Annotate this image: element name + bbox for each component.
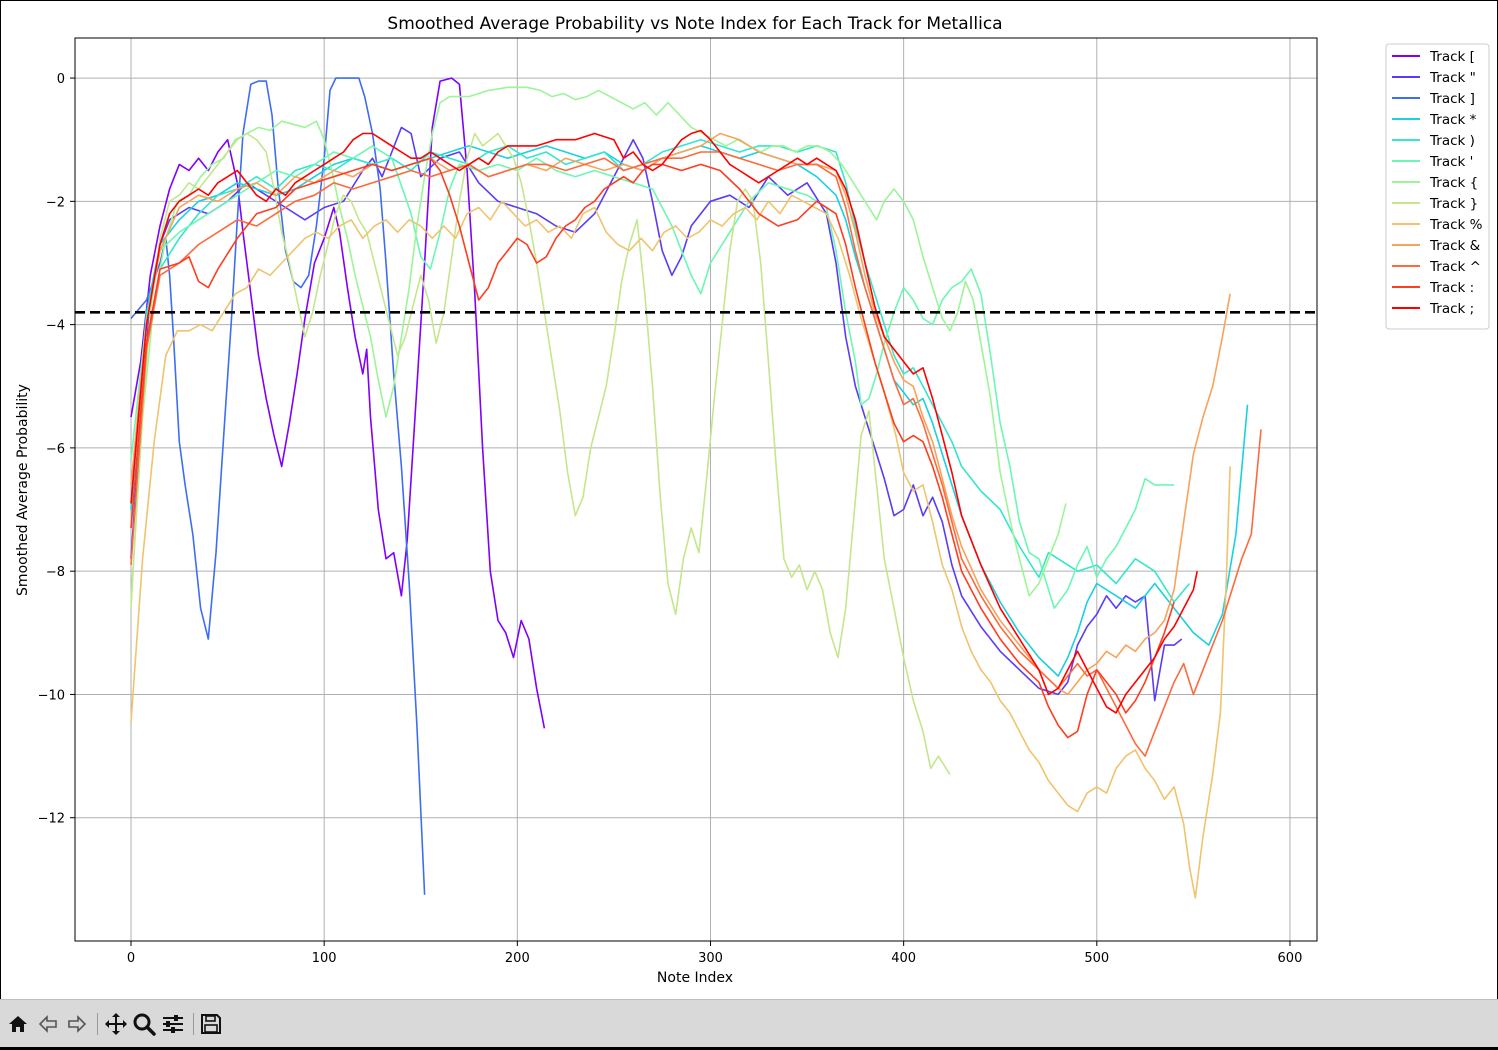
series-line bbox=[130, 194, 1231, 899]
legend-label: Track ' bbox=[1429, 154, 1473, 170]
series-line bbox=[130, 138, 1191, 603]
legend: Track [ Track " Track ] Track * Track ) Track… bbox=[1385, 43, 1490, 330]
series-line bbox=[130, 126, 1183, 702]
legend-label: Track % bbox=[1429, 217, 1483, 233]
y-tick-label: −12 bbox=[38, 812, 65, 827]
home-button[interactable] bbox=[5, 1011, 31, 1037]
save-icon bbox=[201, 1014, 221, 1034]
zoom-icon bbox=[133, 1013, 156, 1036]
legend-label: Track ) bbox=[1429, 133, 1475, 149]
x-tick-label: 100 bbox=[312, 951, 337, 966]
configure-subplots-button[interactable] bbox=[160, 1011, 186, 1037]
back-icon bbox=[38, 1015, 57, 1033]
legend-label: Track : bbox=[1429, 280, 1474, 296]
plot-frame bbox=[74, 37, 1318, 942]
x-tick-label: 500 bbox=[1084, 951, 1109, 966]
y-tick-label: −8 bbox=[46, 565, 65, 580]
legend-label: Track ^ bbox=[1429, 259, 1481, 275]
series-line bbox=[130, 77, 426, 895]
x-tick-label: 300 bbox=[698, 951, 723, 966]
legend-label: Track { bbox=[1429, 175, 1478, 191]
y-tick-label: −10 bbox=[38, 688, 65, 703]
series-line bbox=[130, 132, 1231, 696]
tick-group: 0 100 200 300 400 500 600 0 −2 −4 −6 −8 −10 −12 bbox=[38, 72, 1303, 966]
y-tick-label: −2 bbox=[46, 195, 65, 210]
legend-box bbox=[1385, 43, 1490, 330]
navigation-toolbar bbox=[0, 999, 1498, 1050]
legend-label: Track ; bbox=[1429, 301, 1474, 317]
legend-label: Track ] bbox=[1429, 91, 1475, 107]
toolbar-separator bbox=[97, 1013, 98, 1035]
series-line bbox=[130, 157, 1175, 739]
y-axis-label: Smoothed Average Probability bbox=[15, 384, 31, 596]
forward-icon bbox=[68, 1015, 87, 1033]
x-tick-label: 400 bbox=[891, 951, 916, 966]
back-button[interactable] bbox=[35, 1011, 61, 1037]
pan-icon bbox=[105, 1013, 127, 1035]
y-tick-label: 0 bbox=[57, 72, 65, 87]
zoom-button[interactable] bbox=[131, 1011, 157, 1037]
x-tick-label: 0 bbox=[127, 951, 135, 966]
series-group bbox=[130, 77, 1262, 899]
series-line bbox=[130, 129, 1198, 714]
line-chart: Smoothed Average Probability vs Note Ind… bbox=[15, 14, 1490, 986]
series-line bbox=[130, 145, 1175, 609]
series-line bbox=[130, 86, 1067, 603]
x-axis-label: Note Index bbox=[657, 970, 733, 986]
x-tick-label: 200 bbox=[505, 951, 530, 966]
y-tick-label: −4 bbox=[46, 319, 65, 334]
toolbar-separator bbox=[193, 1013, 194, 1035]
save-button[interactable] bbox=[198, 1011, 224, 1037]
x-tick-label: 600 bbox=[1278, 951, 1303, 966]
home-icon bbox=[9, 1016, 27, 1032]
legend-label: Track " bbox=[1429, 70, 1476, 86]
grid bbox=[75, 38, 1317, 941]
pan-button[interactable] bbox=[103, 1011, 129, 1037]
legend-label: Track & bbox=[1429, 238, 1481, 254]
legend-label: Track * bbox=[1429, 112, 1477, 128]
figure: Smoothed Average Probability vs Note Ind… bbox=[15, 14, 1490, 986]
legend-label: Track [ bbox=[1429, 49, 1475, 65]
y-tick-label: −6 bbox=[46, 442, 65, 457]
series-line bbox=[130, 145, 1249, 677]
series-line bbox=[130, 132, 951, 776]
series-line bbox=[130, 151, 1262, 757]
configure-subplots-icon bbox=[163, 1015, 183, 1033]
legend-label: Track } bbox=[1429, 196, 1478, 212]
chart-title: Smoothed Average Probability vs Note Ind… bbox=[387, 14, 1002, 34]
forward-button[interactable] bbox=[64, 1011, 90, 1037]
